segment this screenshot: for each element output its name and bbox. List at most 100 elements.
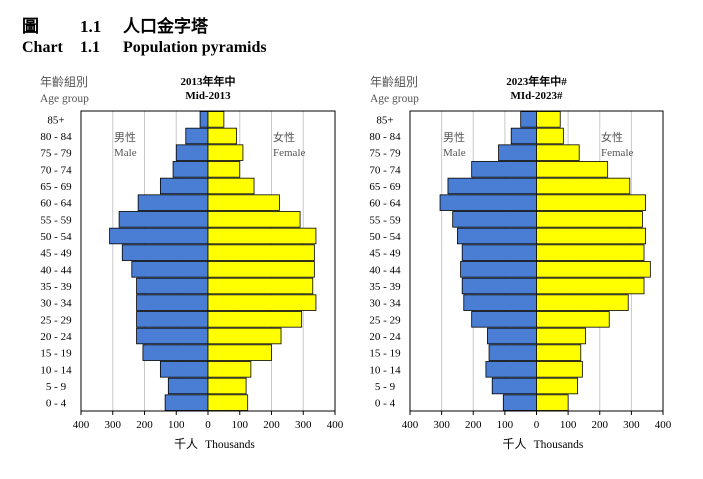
panel-title: 2013年年中 xyxy=(181,74,236,88)
bar-male xyxy=(164,394,209,411)
age-group-label: 40 - 44 xyxy=(369,264,401,276)
heading-en-label: Chart xyxy=(22,39,64,56)
bar-female xyxy=(536,177,631,195)
x-tick-label: 200 xyxy=(263,419,280,431)
bar-male xyxy=(109,227,209,245)
panel-subtitle: Mid-2013 xyxy=(185,90,231,102)
bar-male xyxy=(121,244,209,261)
bar-female xyxy=(207,161,241,178)
bar-male xyxy=(452,211,537,228)
figure-heading: 圖 1.1 人口金字塔 Chart 1.1 Population pyramid… xyxy=(22,16,267,56)
age-group-label: 70 - 74 xyxy=(40,164,72,176)
bar-female xyxy=(207,111,225,128)
x-tick-label: 100 xyxy=(560,419,577,431)
bar-male xyxy=(520,111,537,128)
bar-male xyxy=(118,211,209,228)
age-group-label: 75 - 79 xyxy=(40,148,72,160)
y-axis-label-en: Age group xyxy=(40,93,89,105)
age-group-label: 0 - 4 xyxy=(46,398,67,410)
age-group-label: 15 - 19 xyxy=(40,348,72,360)
bar-female xyxy=(536,111,561,128)
heading-en-title: Population pyramids xyxy=(123,39,267,56)
x-axis-label-zh: 千人 xyxy=(174,437,198,451)
bar-male xyxy=(137,194,209,211)
age-group-label: 35 - 39 xyxy=(40,281,72,293)
bar-female xyxy=(207,394,249,411)
x-tick-label: 400 xyxy=(73,419,90,431)
y-axis-label-en: Age group xyxy=(370,93,419,105)
bar-female xyxy=(207,144,244,161)
x-tick-label: 0 xyxy=(205,419,211,431)
male-label-zh: 男性 xyxy=(443,130,465,144)
age-group-label: 15 - 19 xyxy=(369,348,401,360)
age-group-label: 80 - 84 xyxy=(40,131,72,143)
age-group-label: 70 - 74 xyxy=(369,164,401,176)
bar-male xyxy=(485,361,537,378)
bar-male xyxy=(498,144,537,161)
bar-female xyxy=(207,194,280,211)
bar-female xyxy=(536,394,569,411)
bar-male xyxy=(159,177,209,195)
bar-male xyxy=(461,277,537,295)
bar-male xyxy=(167,377,209,395)
x-tick-label: 400 xyxy=(402,419,419,431)
pyramid-panels: 0 - 4 5 - 9 10 - 14 15 - 19 20 - 24 25 - 29 30… xyxy=(40,74,672,451)
age-group-label: 45 - 49 xyxy=(40,248,72,260)
age-group-label: 25 - 29 xyxy=(369,314,401,326)
bar-female xyxy=(536,311,610,328)
age-group-label: 40 - 44 xyxy=(40,264,72,276)
age-group-label: 20 - 24 xyxy=(369,331,401,343)
age-group-label: 85+ xyxy=(47,114,64,126)
bar-female xyxy=(207,211,301,228)
bar-male xyxy=(457,227,537,245)
bar-female xyxy=(536,294,629,311)
bar-female xyxy=(207,261,315,278)
y-axis-label-zh: 年齡組別 xyxy=(40,75,88,89)
bar-female xyxy=(207,361,252,378)
bar-male xyxy=(471,311,537,328)
age-group-label: 75 - 79 xyxy=(369,148,401,160)
bar-female xyxy=(536,327,586,345)
bar-female xyxy=(207,227,317,245)
panel-subtitle: MId-2023# xyxy=(511,90,563,102)
age-group-label: 5 - 9 xyxy=(375,381,396,393)
bar-male xyxy=(175,144,209,161)
heading-zh-title: 人口金字塔 xyxy=(123,16,209,36)
male-label-en: Male xyxy=(114,147,137,159)
bar-female xyxy=(536,127,564,145)
y-axis-label-zh: 年齡組別 xyxy=(370,75,418,89)
bar-male xyxy=(142,344,209,361)
bar-male xyxy=(487,327,537,345)
x-tick-label: 200 xyxy=(136,419,153,431)
bar-female xyxy=(207,177,255,195)
bar-male xyxy=(502,394,537,411)
bar-female xyxy=(536,144,580,161)
age-group-label: 35 - 39 xyxy=(369,281,401,293)
heading-zh-number: 1.1 xyxy=(80,17,101,36)
age-group-label: 65 - 69 xyxy=(369,181,401,193)
female-label-zh: 女性 xyxy=(601,130,623,144)
bar-male xyxy=(159,361,209,378)
x-tick-label: 100 xyxy=(232,419,249,431)
x-tick-label: 200 xyxy=(592,419,609,431)
bar-male xyxy=(460,261,537,278)
x-tick-label: 300 xyxy=(105,419,122,431)
x-tick-label: 100 xyxy=(497,419,514,431)
panel-title: 2023年年中# xyxy=(506,74,567,88)
age-group-label: 60 - 64 xyxy=(369,198,401,210)
bar-male xyxy=(471,161,537,178)
pyramid-panel-1: 0 - 4 5 - 9 10 - 14 15 - 19 20 - 24 25 - 29 30… xyxy=(40,74,344,451)
x-axis-label-en: Thousands xyxy=(205,439,255,451)
x-tick-label: 100 xyxy=(168,419,185,431)
female-label-en: Female xyxy=(601,147,633,159)
x-tick-label: 300 xyxy=(433,419,450,431)
x-axis-label-en: Thousands xyxy=(534,439,584,451)
bar-female xyxy=(207,377,247,395)
heading-zh-label: 圖 xyxy=(22,17,39,36)
age-group-label: 50 - 54 xyxy=(369,231,401,243)
age-group-label: 10 - 14 xyxy=(40,364,72,376)
bar-female xyxy=(207,244,315,261)
bar-male xyxy=(131,261,209,278)
bar-female xyxy=(536,277,645,295)
